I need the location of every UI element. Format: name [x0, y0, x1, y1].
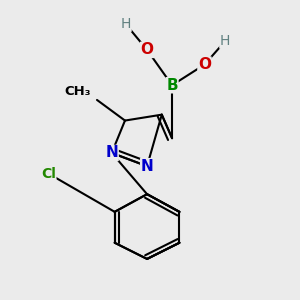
Text: H: H	[121, 17, 131, 31]
Text: N: N	[105, 146, 118, 160]
Text: N: N	[141, 159, 153, 174]
Text: H: H	[220, 34, 230, 48]
Text: Cl: Cl	[41, 167, 56, 181]
Text: O: O	[198, 57, 211, 72]
Text: CH₃: CH₃	[64, 85, 91, 98]
Text: O: O	[141, 42, 154, 57]
Text: B: B	[166, 78, 178, 93]
